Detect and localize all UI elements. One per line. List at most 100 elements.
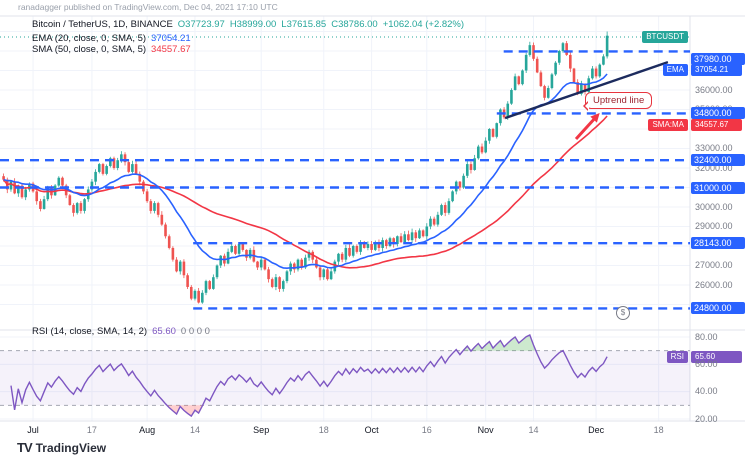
candle-body (131, 164, 134, 172)
candle-body (94, 171, 97, 182)
candle-body (524, 54, 528, 71)
candle-body (109, 158, 112, 167)
candle-body (429, 218, 432, 227)
uptrend-line (504, 60, 669, 120)
symbol-title: Bitcoin / TetherUS, 1D, BINANCE (32, 19, 173, 30)
rsi-line (10, 334, 608, 418)
candle-body (293, 263, 296, 270)
candle-body (458, 181, 462, 188)
ohlc-close: C38786.00 (331, 19, 378, 30)
candle-body (591, 68, 594, 79)
candle-body (123, 154, 127, 163)
sma-legend-label: SMA (50, close, 0, SMA, 5) (32, 44, 147, 55)
uptrend-callout[interactable]: Uptrend line (582, 92, 653, 111)
candle-body (212, 277, 215, 289)
candle-body (381, 240, 384, 248)
candle-body (403, 234, 407, 243)
candle-body (281, 281, 285, 289)
candle-body (171, 247, 175, 260)
symbol-legend[interactable]: Bitcoin / TetherUS, 1D, BINANCE O37723.9… (32, 19, 464, 30)
candle-body (39, 201, 42, 209)
candle-body (576, 82, 579, 94)
candle-body (407, 234, 410, 241)
candle-body (234, 246, 237, 254)
level-price-label: 34800.00 (691, 107, 745, 120)
level-price-label: 28143.00 (691, 237, 745, 250)
candle-body (443, 205, 447, 213)
candle-body (326, 269, 329, 280)
candle-body (480, 146, 484, 153)
candle-body (215, 265, 219, 278)
candle-body (307, 251, 311, 258)
candle-body (193, 290, 197, 299)
candle-body (462, 175, 465, 188)
rsi-band (0, 350, 690, 406)
candle-body (495, 123, 499, 137)
sma-line (2, 115, 608, 269)
price-tick-label: 29000.00 (695, 221, 733, 231)
annotation-arrow (574, 115, 598, 141)
candle-body (318, 267, 322, 278)
candle-body (399, 236, 403, 243)
sma-legend-value: 34557.67 (151, 44, 191, 55)
candle-body (366, 244, 370, 248)
candle-body (138, 173, 142, 182)
level-price-label: 31000.00 (691, 181, 745, 194)
candle-body (112, 158, 116, 168)
candle-body (175, 259, 178, 272)
candle-body (315, 259, 318, 268)
sma-value-label: 34557.67 (691, 119, 742, 132)
rsi-legend-extra-values: 0 0 0 0 (180, 326, 210, 337)
candle-body (425, 226, 429, 237)
candle-body (521, 70, 524, 85)
ema-line (3, 73, 608, 270)
sma-legend[interactable]: SMA (50, close, 0, SMA, 5) 34557.67 (32, 44, 191, 55)
time-tick-label: Dec (588, 425, 605, 435)
ohlc-low: L37615.85 (281, 19, 327, 30)
candle-body (436, 214, 440, 225)
candle-body (587, 78, 591, 92)
tv-logo-icon: TV (17, 440, 33, 455)
candle-body (17, 185, 20, 194)
candle-body (488, 129, 491, 141)
rsi-legend[interactable]: RSI (14, close, SMA, 14, 2) 65.60 0 0 0 … (32, 326, 210, 337)
time-tick-label: 18 (653, 425, 664, 435)
candle-body (543, 86, 546, 98)
time-tick-label: 14 (189, 425, 200, 435)
candle-body (569, 54, 572, 69)
price-tick-label: 33000.00 (695, 143, 733, 153)
ema-legend[interactable]: EMA (20, close, 0, SMA, 5) 37054.21 (32, 33, 191, 44)
ema-value-label: 37054.21 (691, 64, 742, 76)
candle-body (285, 271, 289, 282)
candle-body (79, 203, 83, 211)
candle-body (20, 185, 24, 198)
candle-body (561, 43, 565, 51)
level-price-label: 24800.00 (691, 302, 745, 315)
candle-body (359, 242, 362, 252)
candle-body (90, 181, 94, 190)
time-tick-label: 17 (86, 425, 97, 435)
ema-tag: EMA (662, 64, 688, 76)
candle-body (557, 51, 561, 63)
candle-body (204, 281, 208, 293)
candle-body (477, 146, 480, 159)
candle-body (418, 230, 421, 239)
candle-body (410, 232, 414, 241)
rsi-value-label: 65.60 (691, 350, 742, 363)
candle-body (267, 269, 270, 280)
candle-body (351, 246, 355, 256)
candle-body (167, 236, 171, 248)
candle-body (160, 214, 164, 225)
candle-body (296, 259, 300, 270)
candle-body (237, 244, 241, 254)
price-tick-label: 27000.00 (695, 260, 733, 270)
candle-body (97, 164, 101, 172)
level-price-label: 37980.00 (691, 53, 745, 65)
price-line-anchor-icon[interactable]: $ (616, 306, 630, 320)
time-tick-label: Nov (477, 425, 494, 435)
tradingview-logo[interactable]: TV TradingView (17, 440, 106, 455)
annotation-arrow-head (590, 113, 600, 123)
rsi-tick-label: 80.00 (695, 331, 718, 342)
